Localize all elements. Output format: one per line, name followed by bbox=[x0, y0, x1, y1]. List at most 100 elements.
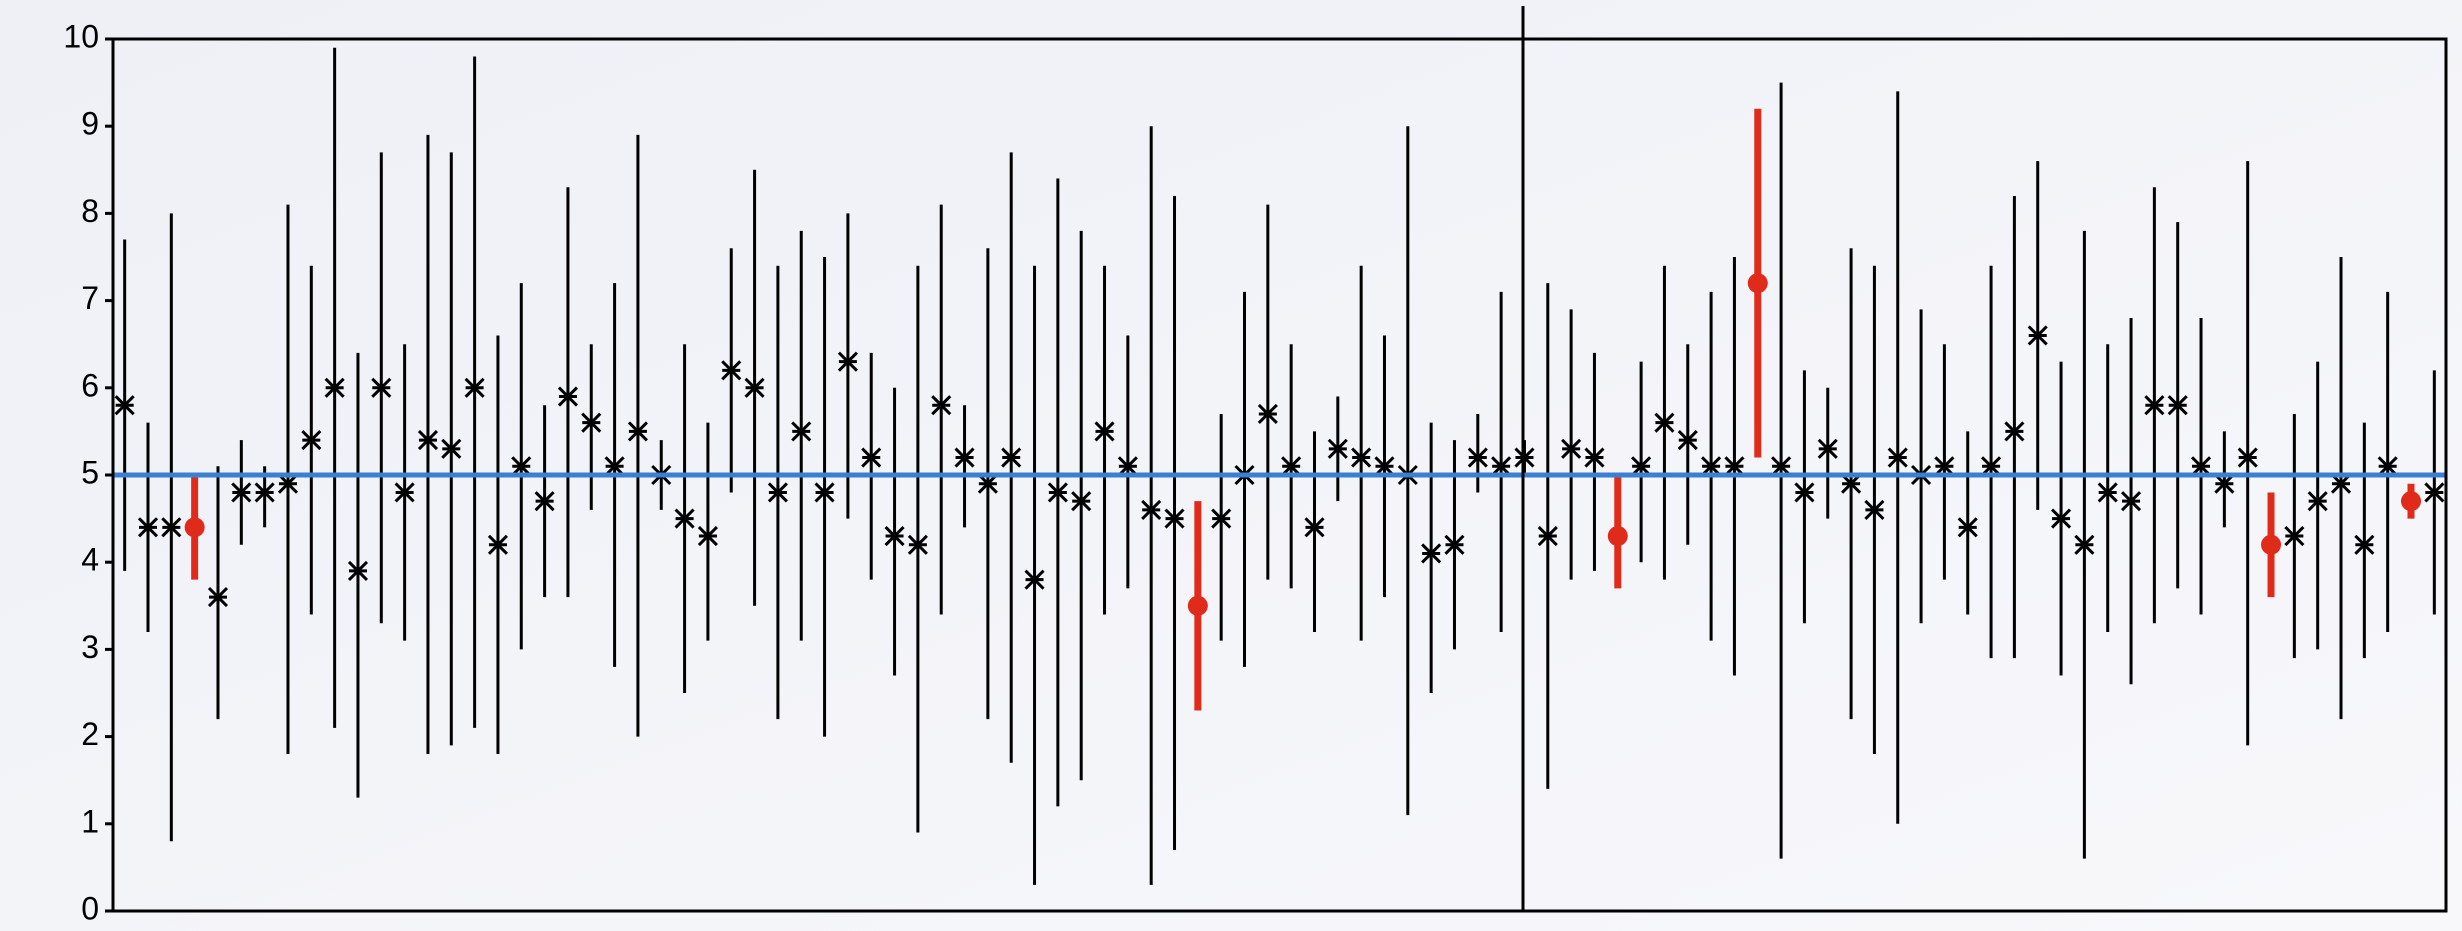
y-tick-label: 7 bbox=[81, 280, 99, 316]
point bbox=[721, 360, 742, 381]
point bbox=[1141, 499, 1162, 520]
point bbox=[954, 447, 975, 468]
point bbox=[1327, 438, 1348, 459]
point bbox=[627, 421, 648, 442]
point bbox=[1351, 447, 1372, 468]
point bbox=[2004, 421, 2025, 442]
point bbox=[2424, 482, 2445, 503]
point bbox=[1117, 456, 1138, 477]
point bbox=[884, 525, 905, 547]
point bbox=[1677, 430, 1698, 451]
point bbox=[1561, 438, 1582, 459]
point bbox=[1817, 438, 1838, 459]
point bbox=[2284, 525, 2305, 547]
point bbox=[1304, 517, 1325, 538]
point bbox=[931, 395, 952, 416]
point bbox=[697, 525, 718, 547]
point bbox=[2144, 395, 2165, 416]
point bbox=[1841, 473, 1862, 494]
point bbox=[1887, 447, 1908, 468]
point bbox=[1094, 421, 1115, 442]
point bbox=[814, 482, 835, 503]
point bbox=[1257, 403, 1278, 425]
point bbox=[907, 534, 928, 555]
point bbox=[2401, 491, 2422, 512]
point bbox=[1374, 456, 1395, 477]
point bbox=[557, 386, 578, 407]
point bbox=[371, 377, 392, 398]
point bbox=[2214, 473, 2235, 494]
point bbox=[1421, 543, 1442, 564]
point bbox=[394, 482, 415, 503]
point bbox=[2074, 534, 2095, 555]
point bbox=[511, 456, 532, 477]
point bbox=[231, 482, 252, 503]
point bbox=[744, 377, 765, 398]
point bbox=[1001, 447, 1022, 468]
y-tick-label: 4 bbox=[81, 542, 99, 578]
point bbox=[1047, 482, 1068, 503]
y-tick-label: 10 bbox=[63, 18, 99, 54]
y-tick-label: 6 bbox=[81, 367, 99, 403]
point bbox=[674, 508, 695, 529]
y-tick-label: 2 bbox=[81, 716, 99, 752]
point bbox=[277, 473, 299, 494]
point bbox=[2354, 534, 2375, 555]
point bbox=[1211, 508, 1232, 529]
y-tick-label: 0 bbox=[81, 890, 99, 926]
y-tick-label: 1 bbox=[81, 803, 99, 839]
point bbox=[1724, 456, 1745, 477]
point bbox=[254, 482, 275, 503]
point bbox=[324, 377, 345, 398]
point bbox=[1281, 456, 1302, 477]
point bbox=[1491, 456, 1512, 477]
point bbox=[2190, 456, 2212, 477]
point bbox=[1071, 491, 1092, 512]
point bbox=[347, 560, 369, 581]
y-tick-label: 5 bbox=[81, 454, 99, 490]
point bbox=[1584, 447, 1605, 468]
point bbox=[861, 447, 882, 468]
point bbox=[487, 534, 509, 555]
y-tick-label: 3 bbox=[81, 629, 99, 665]
point bbox=[1864, 499, 1885, 520]
point bbox=[1957, 517, 1978, 538]
point bbox=[207, 587, 229, 608]
point bbox=[441, 438, 462, 459]
point bbox=[1024, 569, 1045, 590]
point bbox=[2377, 456, 2398, 477]
point bbox=[2050, 508, 2072, 529]
point bbox=[837, 351, 858, 372]
plot-area bbox=[113, 47, 2446, 885]
point bbox=[791, 421, 812, 442]
point bbox=[534, 491, 555, 512]
point bbox=[604, 456, 625, 477]
point bbox=[1654, 412, 1675, 433]
point bbox=[1164, 508, 1185, 529]
point bbox=[2307, 491, 2328, 512]
point bbox=[301, 430, 322, 451]
point bbox=[1747, 273, 1768, 294]
point bbox=[2097, 482, 2118, 503]
point bbox=[581, 412, 602, 433]
point bbox=[161, 517, 182, 538]
point bbox=[1187, 595, 1208, 616]
point bbox=[1981, 456, 2002, 477]
point bbox=[1701, 456, 1722, 477]
point bbox=[977, 473, 998, 494]
point bbox=[2261, 534, 2282, 555]
y-tick-label: 8 bbox=[81, 193, 99, 229]
point bbox=[1467, 447, 1488, 468]
point bbox=[1631, 456, 1652, 477]
y-tick-label: 9 bbox=[81, 106, 99, 142]
point bbox=[767, 482, 788, 503]
point bbox=[2330, 473, 2352, 494]
point bbox=[184, 517, 205, 538]
point bbox=[417, 430, 439, 451]
point bbox=[114, 395, 135, 416]
point bbox=[2167, 395, 2188, 416]
point bbox=[1537, 525, 1558, 547]
